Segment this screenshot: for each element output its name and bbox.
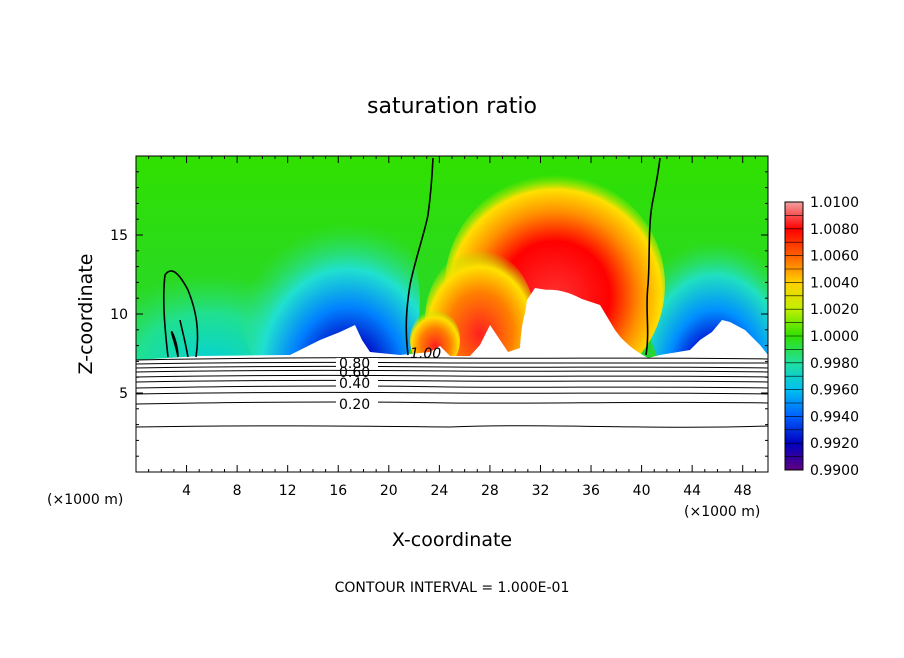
contour-label-1-00: 1.00 (410, 346, 441, 362)
x-tick-label: 4 (182, 483, 191, 499)
y-tick-label: 15 (110, 228, 128, 244)
x-tick-label: 16 (329, 483, 347, 499)
contour-label-group-2: 0.80 0.60 0.40 0.20 (336, 356, 378, 413)
x-tick-label: 28 (481, 483, 499, 499)
x-tick-label: 12 (279, 483, 297, 499)
x-tick-label: 44 (683, 483, 701, 499)
colorbar-tick-label: 1.0020 (810, 302, 859, 318)
colorbar-tick-label: 1.0100 (810, 195, 859, 211)
contour-label-0-80: 0.80 (339, 356, 370, 372)
colorbar-tick-label: 1.0040 (810, 275, 859, 291)
x-tick-label: 24 (430, 483, 448, 499)
y-axis-ticks: 5 10 15 (110, 171, 768, 457)
x-tick-label: 8 (233, 483, 242, 499)
chart-title: saturation ratio (367, 94, 537, 119)
x-axis-ticks: 4 8 12 16 20 24 28 32 36 40 44 48 (148, 156, 756, 499)
x-tick-label: 40 (633, 483, 651, 499)
plot-area (136, 156, 768, 472)
x-unit-right: (×1000 m) (684, 504, 760, 520)
x-axis-label: X-coordinate (392, 529, 512, 551)
y-axis-label: Z-coordinate (75, 254, 97, 375)
colorbar-tick-label: 0.9920 (810, 436, 859, 452)
contour-label-0-40: 0.40 (339, 376, 370, 392)
x-tick-label: 36 (582, 483, 600, 499)
colorbar-ticks: 1.0100 1.0080 1.0060 1.0040 1.0020 1.0000 0.99… (785, 195, 859, 479)
colorbar-tick-label: 1.0080 (810, 222, 859, 238)
colorbar-tick-label: 0.9980 (810, 356, 859, 372)
colorbar-tick-label: 0.9900 (810, 463, 859, 479)
white-cloud-core (520, 289, 648, 358)
stratified-contours (136, 357, 768, 428)
contour-label-0-20: 0.20 (339, 397, 370, 413)
x-tick-label: 20 (380, 483, 398, 499)
colorbar-tick-label: 0.9960 (810, 383, 859, 399)
colorbar: 1.0100 1.0080 1.0060 1.0040 1.0020 1.0000 0.99… (784, 195, 859, 479)
y-tick-label: 10 (110, 307, 128, 323)
contour-label-group: 1.00 (410, 346, 441, 362)
x-tick-label: 48 (734, 483, 752, 499)
y-tick-label: 5 (119, 386, 128, 402)
colorbar-tick-label: 0.9940 (810, 409, 859, 425)
x-unit-left: (×1000 m) (47, 492, 123, 508)
x-tick-label: 32 (532, 483, 550, 499)
colorbar-tick-label: 1.0000 (810, 329, 859, 345)
unity-contours (162, 157, 661, 358)
contour-interval-footer: CONTOUR INTERVAL = 1.000E-01 (335, 580, 570, 596)
colorbar-tick-label: 1.0060 (810, 249, 859, 265)
